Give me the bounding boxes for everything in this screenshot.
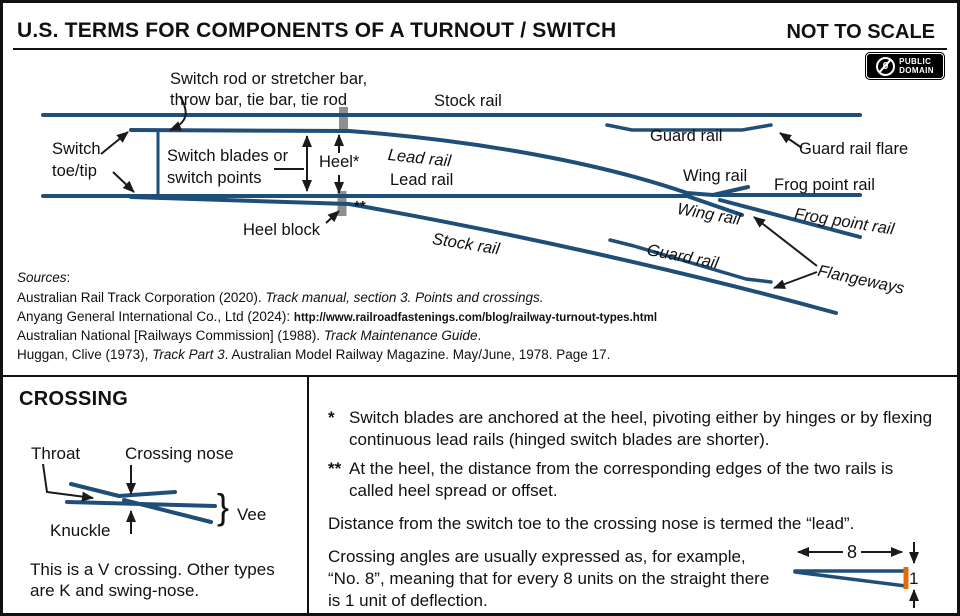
heel-block-label: Heel block xyxy=(243,221,321,239)
stock-rail-top-label: Stock rail xyxy=(434,92,502,110)
lead-rail-straight-label: Lead rail xyxy=(390,171,454,189)
crossing-vee-lower-line xyxy=(122,498,213,524)
source-url: http://www.railroadfastenings.com/blog/r… xyxy=(293,312,658,324)
flangeway-arrow-frog xyxy=(753,216,818,267)
frog-point-rail-diverging-line xyxy=(718,198,862,239)
section-divider-vertical xyxy=(307,376,309,613)
diagram-canvas xyxy=(41,95,919,608)
ratio-rise-label: 1 xyxy=(909,569,919,588)
vee-label: Vee xyxy=(237,505,267,524)
crossing-heading: CROSSING xyxy=(19,388,129,410)
guard-rail-bottom-line xyxy=(608,238,773,284)
knuckle-label: Knuckle xyxy=(50,521,111,540)
toe-arrow-lower xyxy=(112,171,135,193)
switch-toe-label: Switch toe/tip xyxy=(52,140,101,180)
guard-rail-flare-arrow xyxy=(779,132,803,149)
vee-brace: } xyxy=(217,486,230,527)
note-heel-anchoring: * Switch blades are anchored at the heel… xyxy=(328,408,933,449)
public-domain-zero-icon: 0 xyxy=(876,56,896,76)
crossing-wing-rail-line xyxy=(69,482,177,498)
switch-blade-upper-and-lead-curve xyxy=(129,128,750,197)
guard-rail-top-line xyxy=(605,123,773,132)
source-line: Anyang General International Co., Ltd (2… xyxy=(17,309,658,324)
sources-heading: Sources: xyxy=(17,270,71,285)
title-underline xyxy=(13,48,947,50)
note-lead-distance: Distance from the switch toe to the cros… xyxy=(328,514,855,533)
public-domain-badge: 0 PUBLIC DOMAIN xyxy=(865,52,945,80)
turnout-rails xyxy=(41,113,862,315)
switch-rod-label: Switch rod or stretcher bar, throw bar, … xyxy=(170,70,368,109)
section-divider-horizontal xyxy=(3,375,957,377)
heel-spread-asterisks: ** xyxy=(354,198,366,215)
source-line: Australian Rail Track Corporation (2020)… xyxy=(17,290,544,305)
note-marker: ** xyxy=(328,459,342,478)
throat-label: Throat xyxy=(31,444,81,463)
page-title: U.S. TERMS FOR COMPONENTS OF A TURNOUT /… xyxy=(17,19,617,42)
switch-blades-label: Switch blades or switch points xyxy=(167,147,289,187)
toe-arrow-upper xyxy=(100,131,129,155)
frog-point-rail-straight-label: Frog point rail xyxy=(774,176,875,194)
note-marker: * xyxy=(328,408,335,427)
ratio-diagram xyxy=(793,542,919,608)
guard-rail-top-label: Guard rail xyxy=(650,127,723,145)
flangeway-arrow-guard xyxy=(773,271,818,289)
source-line: Huggan, Clive (1973), Track Part 3. Aust… xyxy=(17,347,611,362)
crossing-nose-label: Crossing nose xyxy=(125,444,234,463)
wing-rail-lower-branch xyxy=(685,194,744,217)
ratio-diagonal-rail xyxy=(793,570,908,588)
source-line: Australian National [Railways Commission… xyxy=(17,328,482,343)
guard-rail-flare-label: Guard rail flare xyxy=(799,140,909,158)
crossing-rails xyxy=(65,482,217,524)
crossing-caption: This is a V crossing. Other types are K … xyxy=(30,560,275,600)
switch-rod-arrow xyxy=(169,95,187,131)
note-crossing-angles: Crossing angles are usually expressed as… xyxy=(328,547,770,610)
heel-label: Heel* xyxy=(319,153,360,171)
heel-block-top xyxy=(339,107,348,132)
not-to-scale-label: NOT TO SCALE xyxy=(786,21,935,43)
heel-block-arrow xyxy=(325,210,340,224)
public-domain-text: PUBLIC DOMAIN xyxy=(899,57,934,75)
throat-arrow xyxy=(42,463,94,502)
annotation-arrows xyxy=(42,95,818,534)
ratio-run-label: 8 xyxy=(846,542,857,562)
wing-rail-straight-label: Wing rail xyxy=(683,167,748,185)
note-heel-spread: ** At the heel, the distance from the co… xyxy=(328,459,894,500)
switch-blade-lower-and-stock-curve xyxy=(129,195,838,315)
